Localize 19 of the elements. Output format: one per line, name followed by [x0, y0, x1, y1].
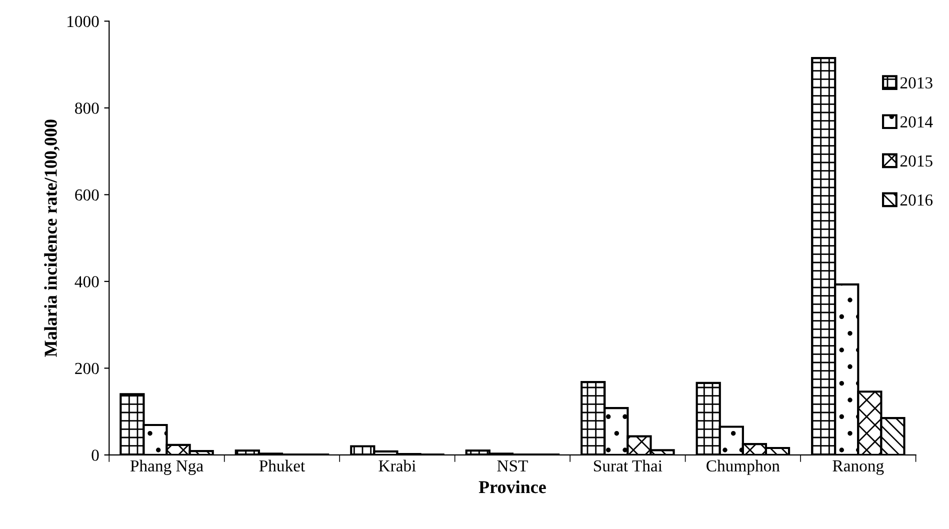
x-tick-label: Phuket	[259, 460, 306, 472]
x-axis-title: Province	[478, 480, 546, 494]
x-tick-label: NST	[497, 460, 528, 472]
y-tick-label: 0	[92, 450, 99, 461]
x-tick-label: Chumphon	[706, 460, 780, 475]
x-tick-label: Krabi	[378, 460, 416, 472]
legend-label: 2015	[900, 155, 932, 167]
legend-label: 2013	[900, 77, 932, 89]
x-tick-label: Surat Thai	[594, 460, 662, 472]
y-tick-label: 1000	[68, 16, 99, 28]
y-tick-label: 600	[75, 189, 99, 201]
x-tick-label: Ranong	[832, 460, 884, 475]
y-tick-label: 400	[74, 276, 99, 288]
y-tick-label: 800	[75, 102, 99, 114]
y-axis-title: Malaria incidence rate/100,000	[44, 120, 60, 357]
legend-label: 2016	[900, 194, 933, 206]
x-tick-label: Phang Nga	[130, 460, 204, 475]
y-tick-label: 200	[75, 362, 99, 374]
legend-label: 2014	[900, 116, 933, 128]
